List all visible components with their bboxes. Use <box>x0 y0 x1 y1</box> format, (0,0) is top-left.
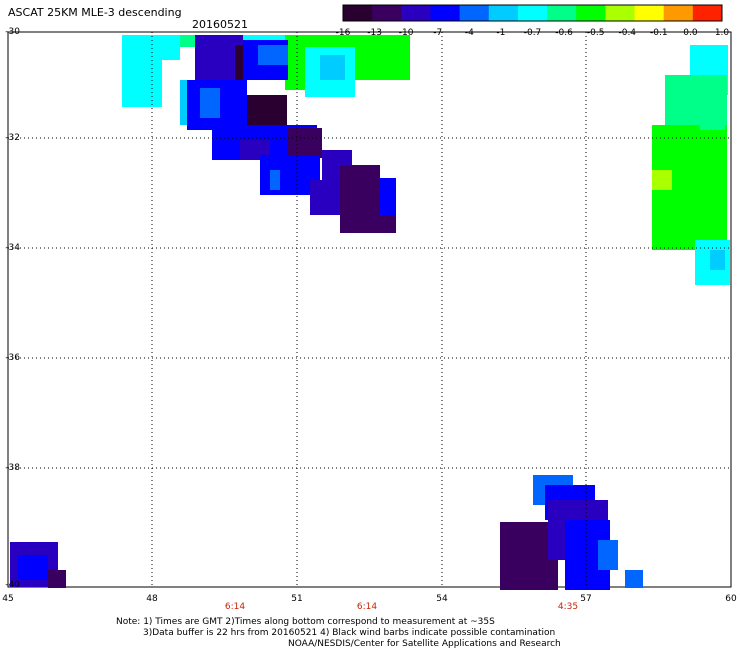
lon-label: 51 <box>291 594 303 604</box>
colorbar-swatch <box>692 5 723 21</box>
lon-label: 48 <box>146 594 158 604</box>
plot-frame <box>7 31 732 588</box>
lat-label: -38 <box>5 463 20 473</box>
colorbar <box>342 4 723 22</box>
colorbar-label: -0.7 <box>523 28 542 38</box>
note-line-3: NOAA/NESDIS/Center for Satellite Applica… <box>288 639 561 649</box>
lon-label: 57 <box>580 594 592 604</box>
colorbar-label: 0.0 <box>683 28 698 38</box>
colorbar-label: -16 <box>335 28 351 38</box>
colorbar-swatch <box>634 5 665 21</box>
colorbar-label: -0.1 <box>650 28 668 38</box>
colorbar-swatch <box>576 5 606 21</box>
colorbar-label: -0.5 <box>586 28 605 38</box>
colorbar-label: -0.6 <box>555 28 573 38</box>
colorbar-swatch <box>605 5 636 21</box>
graticule <box>8 32 731 587</box>
colorbar-swatch <box>372 5 402 21</box>
colorbar-label: -7 <box>433 28 443 38</box>
lon-label: 54 <box>436 594 448 604</box>
note-line-2: 3)Data buffer is 22 hrs from 20160521 4)… <box>143 628 556 638</box>
lat-label: -34 <box>5 243 20 253</box>
map-title: ASCAT 25KM MLE-3 descending <box>8 6 182 19</box>
lat-label: -36 <box>5 353 20 363</box>
pass-time: 6:14 <box>224 602 246 612</box>
swath-southeast <box>500 475 643 590</box>
lat-label: -32 <box>5 133 20 143</box>
colorbar-swatch <box>663 5 694 21</box>
colorbar-swatch <box>430 5 461 21</box>
colorbar-swatch <box>459 5 490 21</box>
colorbar-swatch <box>517 5 548 21</box>
colorbar-label: -13 <box>367 28 382 38</box>
colorbar-label: -1 <box>496 28 506 38</box>
lat-label: -30 <box>5 27 20 37</box>
colorbar-swatch <box>401 5 431 21</box>
pass-time: 4:35 <box>557 602 579 612</box>
colorbar-label: 1.0 <box>714 28 730 38</box>
colorbar-frame <box>342 4 723 22</box>
colorbar-swatch <box>343 5 373 21</box>
map-date: 20160521 <box>192 18 248 31</box>
colorbar-label: -4 <box>464 28 474 38</box>
pass-time: 6:14 <box>356 602 378 612</box>
colorbar-swatch <box>488 5 519 21</box>
note-line-1: Note: 1) Times are GMT 2)Times along bot… <box>116 617 495 627</box>
swath-southwest <box>10 542 66 588</box>
colorbar-swatch <box>547 5 577 21</box>
swath-northwest <box>122 35 410 233</box>
swath-east <box>652 45 730 285</box>
colorbar-label: -0.4 <box>618 28 637 38</box>
lat-label: -40 <box>5 580 20 590</box>
lon-label: 60 <box>725 594 737 604</box>
colorbar-label: -10 <box>398 28 414 38</box>
lon-label: 45 <box>2 594 14 604</box>
